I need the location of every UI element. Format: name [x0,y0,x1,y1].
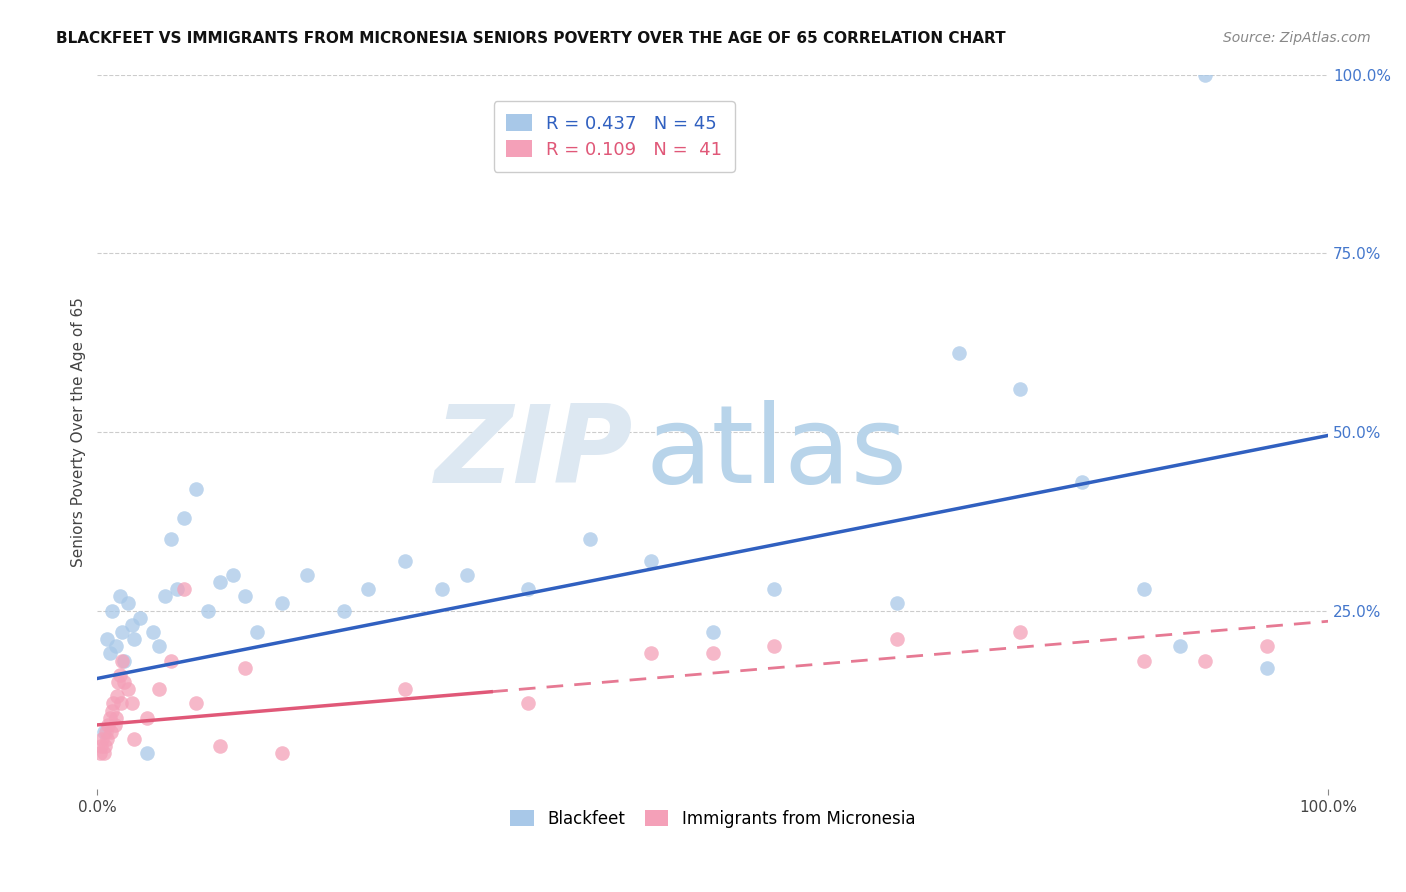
Point [271,747,294,761]
Point [101,704,124,718]
Point [184,482,207,496]
Legend: Blackfeet, Immigrants from Micronesia: Blackfeet, Immigrants from Micronesia [503,803,922,835]
Point [94,725,117,739]
Point [1132,582,1154,596]
Text: BLACKFEET VS IMMIGRANTS FROM MICRONESIA SENIORS POVERTY OVER THE AGE OF 65 CORRE: BLACKFEET VS IMMIGRANTS FROM MICRONESIA … [56,31,1005,46]
Point [332,603,354,617]
Point [117,596,139,610]
Point [763,582,786,596]
Text: Source: ZipAtlas.com: Source: ZipAtlas.com [1223,31,1371,45]
Point [148,640,170,654]
Point [121,697,143,711]
Point [97,718,120,732]
Point [124,632,146,647]
Point [111,654,134,668]
Point [1170,640,1192,654]
Point [93,739,115,754]
Point [117,682,139,697]
Y-axis label: Seniors Poverty Over the Age of 65: Seniors Poverty Over the Age of 65 [72,297,86,566]
Point [1256,640,1278,654]
Point [90,739,112,754]
Point [295,567,318,582]
Point [112,654,135,668]
Point [173,582,195,596]
Point [209,574,232,589]
Point [271,596,294,610]
Point [246,625,269,640]
Point [96,632,118,647]
Point [197,603,219,617]
Point [91,732,114,747]
Point [105,690,128,704]
Point [430,582,453,596]
Point [135,747,157,761]
Text: ZIP: ZIP [434,401,633,507]
Point [394,553,416,567]
Point [394,682,416,697]
Point [104,711,127,725]
Point [100,725,122,739]
Point [142,625,165,640]
Point [578,532,600,546]
Point [108,589,131,603]
Point [886,632,908,647]
Point [1132,654,1154,668]
Point [1194,654,1216,668]
Point [357,582,380,596]
Point [103,697,125,711]
Point [173,510,195,524]
Point [98,711,121,725]
Point [135,711,157,725]
Point [112,675,135,690]
Point [166,582,188,596]
Point [1256,661,1278,675]
Point [886,596,908,610]
Point [111,625,134,640]
Point [702,625,724,640]
Point [184,697,207,711]
Point [96,732,118,747]
Point [103,718,125,732]
Point [1071,475,1094,489]
Point [108,668,131,682]
Point [160,654,183,668]
Point [517,582,540,596]
Point [640,647,662,661]
Point [89,747,111,761]
Point [148,682,170,697]
Point [93,747,115,761]
Point [104,640,127,654]
Point [209,739,232,754]
Point [233,589,256,603]
Point [1010,382,1032,396]
Point [160,532,183,546]
Point [98,647,121,661]
Point [121,617,143,632]
Point [1194,68,1216,82]
Point [222,567,245,582]
Point [763,640,786,654]
Text: atlas: atlas [645,401,907,507]
Point [101,603,124,617]
Point [948,346,970,360]
Point [702,647,724,661]
Point [1010,625,1032,640]
Point [124,732,146,747]
Point [110,697,132,711]
Point [129,610,152,624]
Point [640,553,662,567]
Point [456,567,478,582]
Point [517,697,540,711]
Point [93,725,115,739]
Point [153,589,176,603]
Point [233,661,256,675]
Point [107,675,129,690]
